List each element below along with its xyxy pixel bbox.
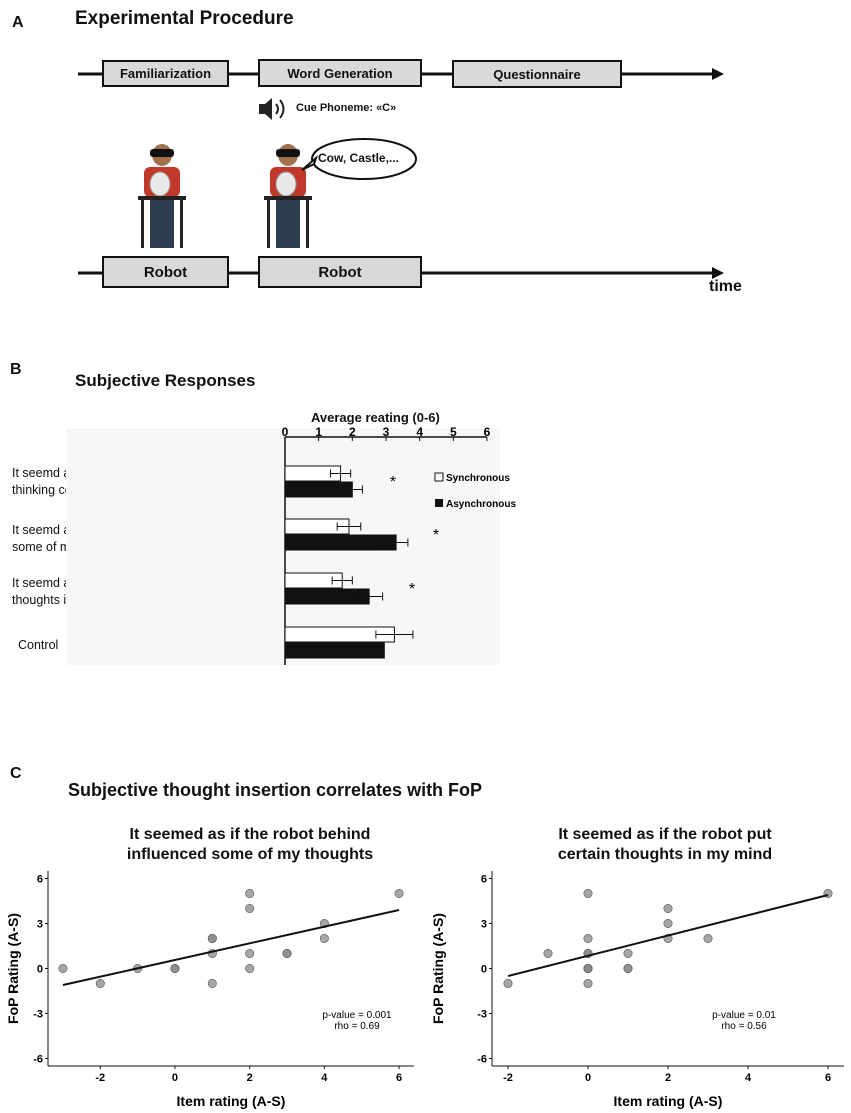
scatter-point [245, 888, 255, 898]
phase-robot-2: Robot [258, 256, 422, 288]
speaker-icon [259, 98, 285, 120]
scatter-point [58, 964, 68, 974]
bar-x-tick-label: 5 [450, 425, 457, 439]
panel-c-title: Subjective thought insertion correlates … [68, 780, 483, 800]
panel-c-letter: C [10, 765, 22, 782]
legend-swatch-synchronous [434, 472, 444, 482]
scatter-x-tick-label: 4 [321, 1072, 328, 1084]
scatter-x-tick-label: 2 [247, 1072, 253, 1084]
scatter-point [623, 964, 633, 974]
phase-questionnaire: Questionnaire [452, 60, 622, 88]
legend-label-asynchronous: Asynchronous [446, 499, 516, 510]
rho-annotation: rho = 0.56 [721, 1021, 767, 1032]
scatter-point [394, 888, 404, 898]
bar-asynchronous [284, 534, 397, 551]
scatter-point [245, 964, 255, 974]
legend-label-synchronous: Synchronous [446, 473, 510, 484]
question-label-control: Control [18, 638, 59, 652]
speech-bubble [301, 138, 417, 180]
scatter-point [245, 949, 255, 959]
person-robot-illustration-2 [264, 144, 312, 248]
speech-text: Cow, Castle,... [318, 151, 399, 165]
time-label: time [709, 278, 742, 295]
scatter-x-tick-label: 4 [745, 1072, 752, 1084]
bar-x-tick-label: 4 [416, 425, 423, 439]
scatter-y-tick-label: 3 [481, 919, 487, 931]
scatter-point [319, 934, 329, 944]
scatter-x-tick-label: -2 [95, 1072, 105, 1084]
bar-xlabel: Average reating (0-6) [311, 410, 440, 425]
bar-x-tick-label: 3 [383, 425, 390, 439]
scatter-y-tick-label: 6 [37, 874, 43, 886]
significance-star: * [433, 527, 439, 544]
panel-b-title: Subjective Responses [75, 371, 256, 390]
scatter-y-tick-label: -6 [477, 1054, 487, 1066]
bar-chart: 0 1 2 3 4 5 6 * * * Synchronous Asynchronous [66, 425, 516, 665]
scatter-point [207, 934, 217, 944]
scatter1-title-line2: influenced some of my thoughts [126, 846, 374, 863]
scatter-point [583, 964, 593, 974]
scatter-point [703, 934, 713, 944]
scatter2-title-line2: certain thoughts in my mind [557, 846, 773, 863]
scatter-point [245, 903, 255, 913]
scatter-x-label: Item rating (A-S) [177, 1093, 286, 1109]
bar-asynchronous [284, 642, 385, 659]
scatter-y-label: FoP Rating (A-S) [430, 913, 446, 1024]
significance-star: * [409, 581, 415, 598]
scatter-point [583, 888, 593, 898]
scatter-point [663, 918, 673, 928]
scatter-y-tick-label: 0 [37, 964, 43, 976]
rho-annotation: rho = 0.69 [334, 1021, 380, 1032]
scatter-point [95, 979, 105, 989]
scatter-y-tick-label: 6 [481, 874, 487, 886]
p-value-annotation: p-value = 0.001 [322, 1010, 392, 1021]
scatter-point [583, 934, 593, 944]
bar-x-tick-label: 0 [282, 425, 289, 439]
scatter-point [583, 979, 593, 989]
bar-x-tick-label: 6 [484, 425, 491, 439]
scatter-y-label: FoP Rating (A-S) [5, 913, 21, 1024]
legend-swatch-asynchronous [435, 499, 443, 507]
significance-star: * [390, 474, 396, 491]
scatter-point [623, 949, 633, 959]
scatter-x-tick-label: 0 [585, 1072, 591, 1084]
scatter-y-tick-label: 0 [481, 964, 487, 976]
scatter-point [663, 903, 673, 913]
scatter-x-tick-label: 6 [396, 1072, 402, 1084]
scatter-y-tick-label: -3 [477, 1009, 487, 1021]
phase-word-generation: Word Generation [258, 59, 422, 87]
bar-x-tick-label: 1 [315, 425, 322, 439]
scatter-x-tick-label: 2 [665, 1072, 671, 1084]
scatter2-title-line1: It seemed as if the robot put [558, 826, 772, 843]
cue-phoneme-text: Cue Phoneme: «C» [296, 102, 397, 114]
panel-b-letter: B [10, 361, 22, 378]
panel-a-letter: A [12, 14, 24, 31]
regression-line [507, 894, 829, 977]
panel-a-title: Experimental Procedure [75, 8, 294, 29]
scatter-point [282, 949, 292, 959]
scatter-point [207, 979, 217, 989]
scatter-point [170, 964, 180, 974]
scatter-y-tick-label: -3 [33, 1009, 43, 1021]
bar-x-tick-label: 2 [349, 425, 356, 439]
phase-robot-1: Robot [102, 256, 229, 288]
phase-familiarization: Familiarization [102, 60, 229, 87]
scatter-x-tick-label: -2 [503, 1072, 513, 1084]
scatter-point [543, 949, 553, 959]
scatter-x-tick-label: 0 [172, 1072, 178, 1084]
person-robot-illustration [138, 144, 186, 248]
scatter1-title-line1: It seemed as if the robot behind [129, 826, 371, 843]
scatter-point [503, 979, 513, 989]
scatter-x-tick-label: 6 [825, 1072, 831, 1084]
p-value-annotation: p-value = 0.01 [712, 1010, 776, 1021]
scatter-x-label: Item rating (A-S) [614, 1093, 723, 1109]
regression-line [62, 909, 400, 986]
scatter-y-tick-label: -6 [33, 1054, 43, 1066]
bar-chart-background [66, 428, 500, 665]
scatter-y-tick-label: 3 [37, 919, 43, 931]
